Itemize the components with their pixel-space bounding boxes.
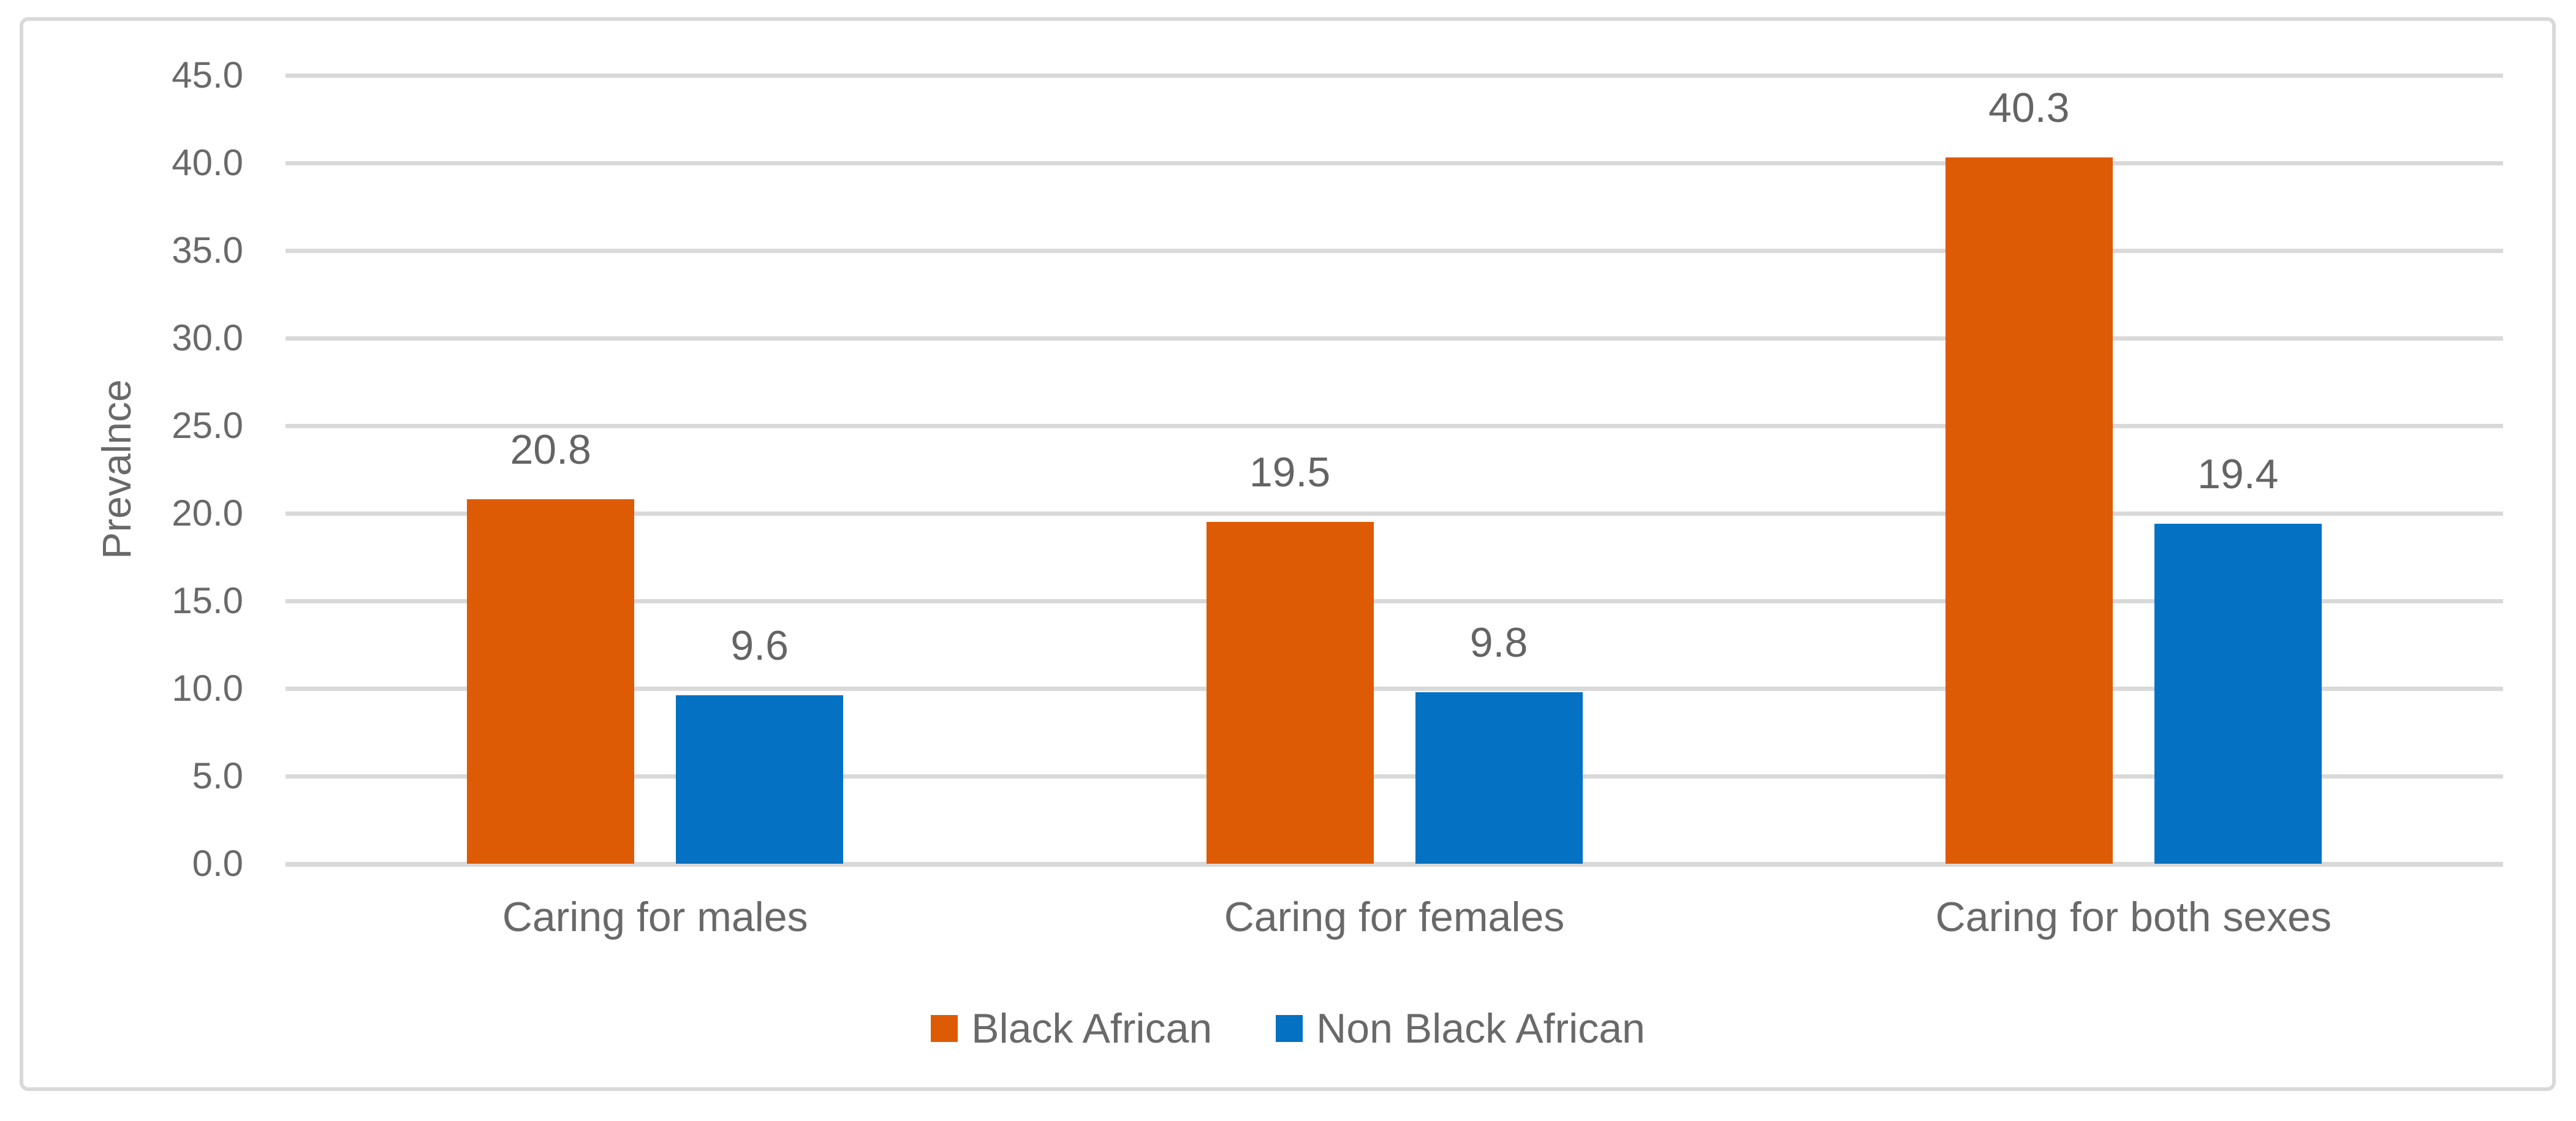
y-tick-label: 0.0 bbox=[192, 843, 243, 884]
legend-swatch-icon bbox=[931, 1015, 958, 1042]
bar-non-black-african bbox=[676, 695, 844, 864]
bar-non-black-african bbox=[2154, 524, 2322, 864]
legend-label: Non Black African bbox=[1316, 1005, 1645, 1052]
data-label: 19.5 bbox=[1249, 449, 1331, 496]
legend: Black African Non Black African bbox=[0, 1005, 2576, 1052]
gridline bbox=[286, 687, 2503, 691]
y-tick-label: 15.0 bbox=[172, 580, 243, 621]
y-tick-label: 40.0 bbox=[172, 142, 243, 183]
y-tick-label: 30.0 bbox=[172, 317, 243, 358]
plot-area: 20.8 9.6 19.5 9.8 40.3 19.4 bbox=[286, 74, 2503, 867]
y-tick-label: 25.0 bbox=[172, 405, 243, 446]
y-tick-label: 20.0 bbox=[172, 493, 243, 534]
gridline bbox=[286, 161, 2503, 165]
gridline bbox=[286, 511, 2503, 516]
gridline bbox=[286, 599, 2503, 603]
bar-black-african bbox=[1206, 522, 1374, 864]
gridline bbox=[286, 424, 2503, 428]
gridline bbox=[286, 74, 2503, 78]
gridline bbox=[286, 336, 2503, 341]
chart-border-frame bbox=[20, 17, 2556, 1091]
gridline bbox=[286, 249, 2503, 253]
legend-item: Black African bbox=[931, 1005, 1212, 1052]
bar-black-african bbox=[467, 499, 635, 864]
data-label: 19.4 bbox=[2197, 451, 2279, 498]
category-label: Caring for both sexes bbox=[1935, 894, 2332, 940]
data-label: 40.3 bbox=[1988, 85, 2070, 132]
x-axis-line bbox=[286, 862, 2503, 867]
y-tick-label: 35.0 bbox=[172, 230, 243, 271]
legend-label: Black African bbox=[971, 1005, 1213, 1052]
legend-swatch-icon bbox=[1276, 1015, 1303, 1042]
y-tick-label: 45.0 bbox=[172, 55, 243, 96]
y-tick-label: 10.0 bbox=[172, 668, 243, 709]
y-tick-label: 5.0 bbox=[192, 755, 243, 796]
data-label: 20.8 bbox=[510, 426, 591, 474]
bar-non-black-african bbox=[1415, 692, 1583, 864]
bar-black-african bbox=[1945, 157, 2113, 864]
legend-item: Non Black African bbox=[1276, 1005, 1645, 1052]
category-label: Caring for males bbox=[502, 894, 808, 940]
gridline bbox=[286, 774, 2503, 779]
data-label: 9.8 bbox=[1469, 619, 1528, 666]
data-label: 9.6 bbox=[730, 622, 789, 670]
category-label: Caring for females bbox=[1224, 894, 1565, 940]
